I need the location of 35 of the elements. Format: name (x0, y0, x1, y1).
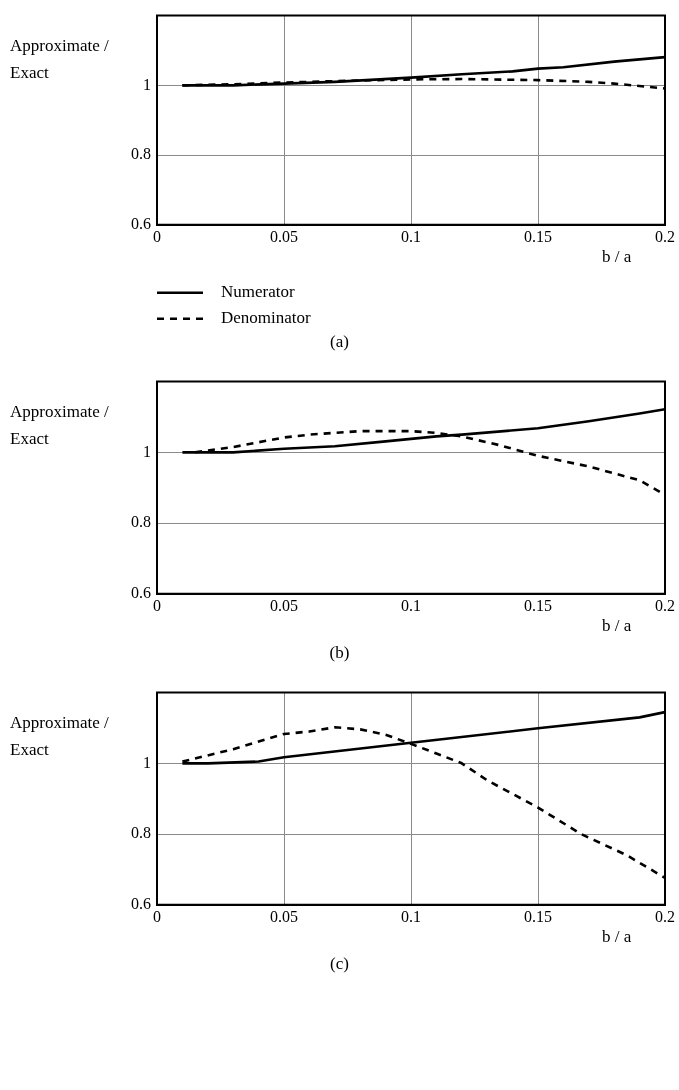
x-tick-label: 0.05 (270, 227, 298, 245)
x-tick-label: 0.15 (524, 596, 552, 614)
text: (c) (329, 954, 350, 974)
y-tick-label: 0.8 (131, 145, 151, 163)
x-tick-label: 0.15 (524, 227, 552, 245)
y-axis-title: Approximate / Exact (10, 712, 109, 759)
y-tick-label: 1 (143, 75, 151, 93)
legend-label: Numerator (221, 282, 295, 302)
y-tick-label: 0.6 (131, 215, 151, 232)
x-tick-label: 0.05 (270, 596, 298, 614)
text: (b) (328, 643, 351, 663)
x-tick-label: 0.15 (524, 907, 552, 925)
y-axis-title: Approximate / Exact (10, 401, 109, 448)
y-axis-title: Approximate / Exact (10, 35, 109, 82)
y-tick-label: 0.8 (131, 824, 151, 842)
x-axis-title: b / a (602, 926, 632, 946)
y-tick-label: 0.8 (131, 513, 151, 531)
x-tick-label: 0.2 (655, 227, 675, 245)
x-tick-label: 0.2 (655, 596, 675, 614)
legend-label: Denominator (221, 308, 312, 328)
x-tick-label: 0.2 (655, 907, 675, 925)
x-tick-label: 0.1 (401, 907, 421, 925)
x-axis-title: b / a (602, 246, 632, 266)
x-tick-label: 0 (153, 227, 161, 245)
x-tick-label: 0.05 (270, 907, 298, 925)
x-axis-title: b / a (602, 615, 632, 635)
y-tick-label: 0.6 (131, 895, 151, 912)
y-tick-label: 1 (143, 442, 151, 460)
x-tick-label: 0.1 (401, 227, 421, 245)
x-tick-label: 0 (153, 596, 161, 614)
x-tick-label: 0.1 (401, 596, 421, 614)
x-tick-label: 0 (153, 907, 161, 925)
y-tick-label: 1 (143, 753, 151, 771)
text: (a) (329, 332, 350, 352)
y-tick-label: 0.6 (131, 584, 151, 601)
